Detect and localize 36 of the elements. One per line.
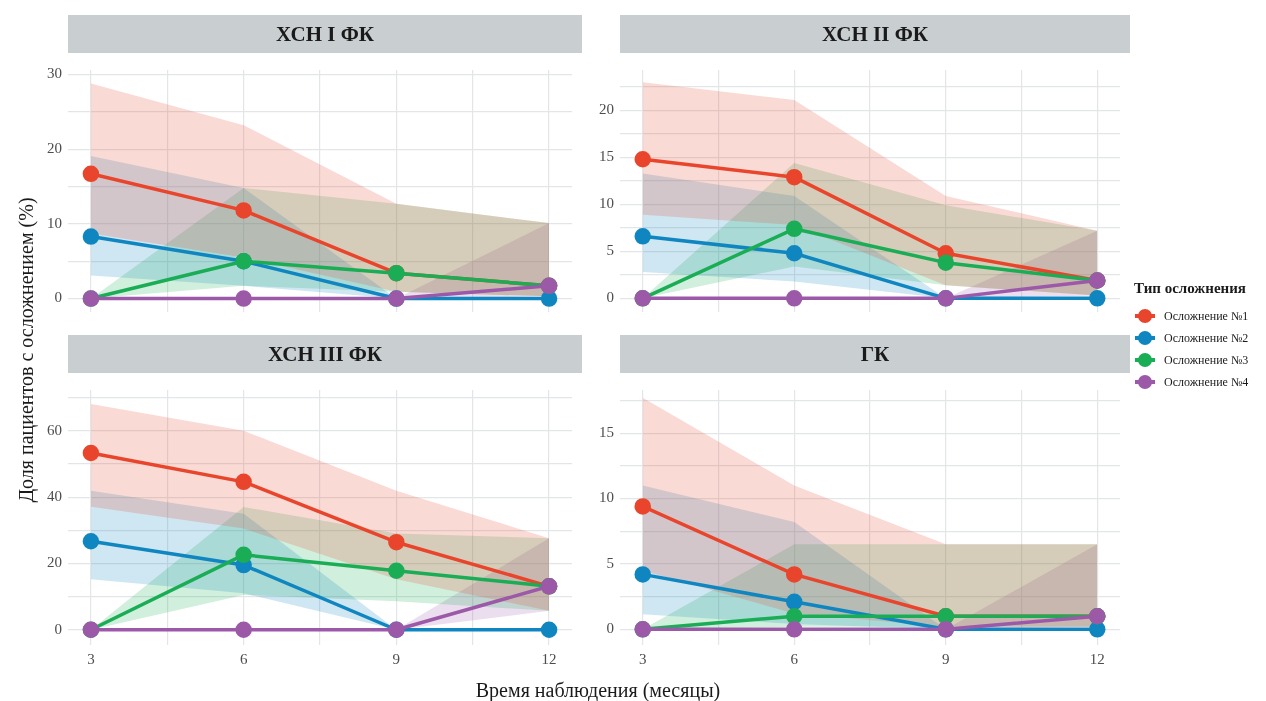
x-tick-label: 6	[239, 650, 248, 667]
x-axis-title: Время наблюдения (месяцы)	[475, 678, 721, 701]
x-tick-label: 3	[638, 650, 647, 667]
x-tick-label: 12	[541, 650, 557, 667]
legend-label: Осложнение №1	[1164, 308, 1249, 324]
x-tick-label: 6	[790, 650, 799, 667]
y-tick-label: 20	[599, 101, 614, 118]
x-tick-label: 3	[87, 650, 95, 667]
chart-title: ХСН I ФК	[68, 15, 582, 53]
y-tick-label: 15	[599, 424, 614, 441]
y-tick-label: 5	[606, 554, 614, 571]
legend-label: Осложнение №4	[1164, 374, 1249, 390]
x-tick-label: 12	[1089, 650, 1105, 667]
y-tick-label: 0	[54, 289, 62, 306]
chart-title: ХСН III ФК	[68, 335, 582, 373]
legend-label: Осложнение №3	[1164, 352, 1249, 368]
y-tick-label: 10	[599, 195, 614, 212]
y-tick-label: 10	[599, 489, 614, 506]
legend-title: Тип осложнения	[1134, 280, 1247, 297]
chart-title: ХСН II ФК	[620, 15, 1130, 53]
y-tick-label: 60	[47, 421, 62, 438]
chart-title: ГК	[620, 335, 1130, 373]
y-tick-label: 5	[606, 242, 614, 259]
y-tick-label: 40	[47, 488, 62, 505]
y-tick-label: 30	[47, 65, 62, 82]
y-tick-label: 20	[47, 140, 62, 157]
y-tick-label: 0	[606, 620, 614, 637]
y-tick-label: 10	[47, 214, 62, 231]
y-tick-label: 0	[606, 289, 614, 306]
x-tick-label: 9	[392, 650, 401, 667]
y-tick-label: 0	[54, 620, 62, 637]
y-tick-label: 15	[599, 148, 614, 165]
legend-label: Осложнение №2	[1164, 330, 1249, 346]
y-tick-label: 20	[47, 554, 62, 571]
y-axis-title: Доля пациентов с осложнением (%)	[14, 197, 38, 503]
x-tick-label: 9	[942, 650, 950, 667]
